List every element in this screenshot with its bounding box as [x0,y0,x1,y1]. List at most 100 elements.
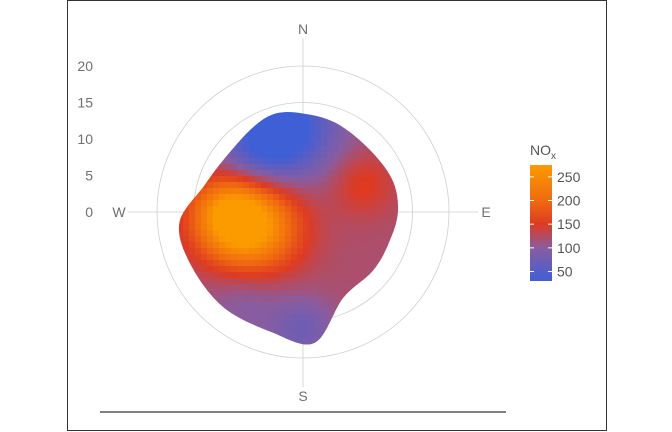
surface-cell [153,200,160,207]
surface-cell [411,338,418,345]
surface-cell [267,146,274,153]
surface-cell [219,236,226,243]
surface-cell [267,86,274,93]
surface-cell [213,158,220,165]
surface-cell [297,218,304,225]
surface-cell [447,302,454,309]
surface-cell [399,128,406,135]
surface-cell [375,350,382,357]
surface-cell [279,68,286,75]
surface-cell [177,350,184,357]
surface-cell [315,308,322,315]
surface-cell [159,128,166,135]
surface-cell [243,296,250,303]
surface-cell [357,236,364,243]
surface-cell [189,350,196,357]
surface-cell [267,326,274,333]
surface-cell [213,350,220,357]
surface-cell [255,98,262,105]
surface-cell [243,350,250,357]
surface-cell [291,200,298,207]
surface-cell [219,326,226,333]
surface-cell [165,296,172,303]
surface-cell [201,152,208,159]
surface-cell [435,176,442,183]
surface-cell [345,290,352,297]
surface-cell [267,230,274,237]
surface-cell [369,326,376,333]
surface-cell [219,296,226,303]
surface-cell [159,326,166,333]
surface-cell [321,290,328,297]
surface-cell [393,74,400,81]
surface-cell [279,116,286,123]
surface-cell [351,62,358,69]
surface-cell [345,134,352,141]
surface-cell [393,188,399,195]
surface-cell [321,194,328,201]
surface-cell [417,128,424,135]
surface-cell [189,308,196,315]
surface-cell [375,356,382,363]
surface-cell [225,242,232,249]
surface-cell [231,176,238,183]
surface-cell [243,111,250,117]
surface-cell [273,224,280,231]
surface-cell [207,140,214,147]
surface-cell [309,111,316,117]
surface-cell [381,308,388,315]
surface-cell [213,260,220,267]
surface-cell [315,158,322,165]
surface-cell [411,278,418,285]
surface-cell [417,134,424,141]
surface-cell [363,350,370,357]
surface-cell [363,326,370,333]
surface-cell [375,230,382,237]
surface-cell [165,170,172,177]
surface-cell [441,212,448,219]
surface-cell [369,236,376,243]
radial-tick-label-15: 15 [77,95,93,111]
surface-cell [309,314,316,321]
surface-cell [351,254,358,261]
surface-cell [447,344,454,351]
surface-cell [171,212,178,219]
surface-cell [267,111,274,117]
surface-cell [423,344,430,351]
surface-cell [213,194,220,201]
surface-cell [321,308,328,315]
surface-cell [435,74,442,81]
surface-cell [357,146,364,153]
surface-cell [441,302,448,309]
surface-cell [315,140,322,147]
surface-cell [237,350,244,357]
surface-cell [159,218,166,225]
surface-cell [165,320,172,327]
surface-cell [279,284,286,291]
surface-cell [315,86,322,93]
surface-cell [435,62,442,69]
surface-cell [237,296,244,303]
surface-cell [297,146,304,153]
surface-cell [261,338,268,345]
surface-cell [279,194,286,201]
surface-cell [441,62,448,69]
surface-cell [345,122,352,129]
surface-cell [213,242,220,249]
legend-tick-label-50: 50 [557,264,573,280]
surface-cell [309,284,316,291]
surface-cell [243,86,250,93]
surface-cell [411,320,418,327]
surface-cell [327,320,334,327]
surface-cell [183,290,190,297]
surface-cell [177,92,184,99]
surface-cell [375,338,382,345]
surface-cell [189,242,196,249]
surface-cell [195,80,202,87]
surface-cell [423,236,430,243]
surface-cell [369,272,376,279]
surface-cell [225,104,232,111]
surface-cell [213,176,220,183]
surface-cell [381,194,388,201]
surface-cell [267,212,274,219]
